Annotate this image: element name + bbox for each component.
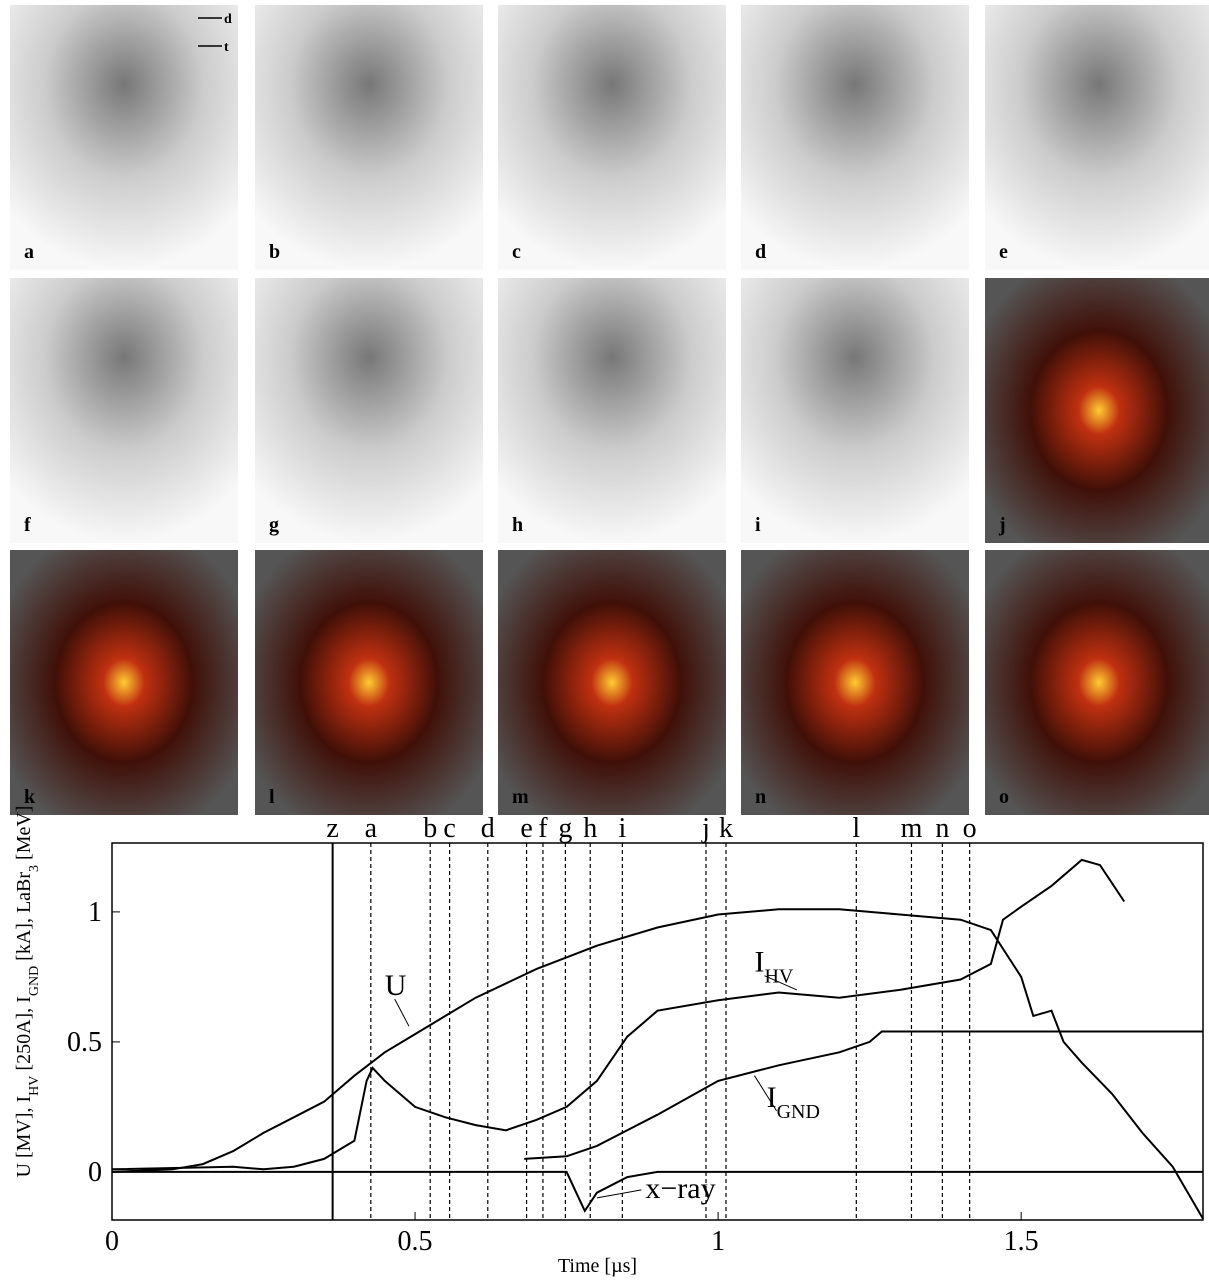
label-arrow bbox=[596, 1189, 642, 1199]
event-label: h bbox=[583, 813, 597, 844]
y-axis-label-part: [MeV] bbox=[13, 806, 35, 865]
series-label: U bbox=[385, 969, 407, 1002]
event-label: o bbox=[963, 813, 977, 844]
event-label: c bbox=[443, 813, 455, 844]
image-panel bbox=[498, 550, 726, 815]
event-label: a bbox=[365, 813, 378, 844]
y-tick-label: 0 bbox=[88, 1157, 102, 1188]
panel-label: a bbox=[24, 241, 34, 263]
image-panel bbox=[498, 278, 726, 543]
image-panel bbox=[10, 5, 238, 270]
image-panel bbox=[741, 278, 969, 543]
x-tick-label: 0 bbox=[105, 1226, 119, 1257]
event-label: i bbox=[618, 813, 626, 844]
panel-label: o bbox=[999, 786, 1009, 808]
panel-label: k bbox=[24, 786, 36, 808]
y-axis-label-part: [250A], I bbox=[13, 996, 35, 1075]
series-label: x−ray bbox=[645, 1172, 715, 1205]
image-panel bbox=[10, 278, 238, 543]
series-label-name: I bbox=[754, 946, 764, 979]
event-label: e bbox=[520, 813, 532, 844]
image-panel bbox=[255, 550, 483, 815]
panel-label: b bbox=[269, 241, 280, 263]
panel-label: j bbox=[998, 514, 1006, 536]
series-label-name: I bbox=[767, 1081, 777, 1114]
event-label: d bbox=[481, 813, 495, 844]
x-tick-label: 0.5 bbox=[398, 1226, 433, 1257]
series-line bbox=[111, 908, 1204, 1220]
panel-label: i bbox=[755, 514, 761, 536]
arrow-label: d bbox=[224, 12, 232, 27]
label-arrow bbox=[754, 1075, 778, 1112]
label-arrow bbox=[764, 975, 798, 991]
image-panel bbox=[10, 550, 238, 815]
y-axis-label-part: GND bbox=[27, 966, 42, 996]
event-label: f bbox=[538, 813, 548, 844]
x-tick-label: 1 bbox=[711, 1226, 725, 1257]
panel-label: d bbox=[755, 241, 766, 263]
image-panel bbox=[985, 5, 1209, 270]
y-tick-label: 1 bbox=[88, 897, 102, 928]
event-label: b bbox=[423, 813, 437, 844]
y-axis-label: U [MV], IHV [250A], IGND [kA], LaBr3 [Me… bbox=[13, 806, 42, 1178]
series-line bbox=[524, 1030, 1203, 1160]
image-panel bbox=[741, 550, 969, 815]
x-axis-label: Time [µs] bbox=[558, 1255, 637, 1277]
y-axis-label-part: 3 bbox=[27, 865, 42, 872]
panel-label: h bbox=[512, 514, 523, 536]
series-label: IGND bbox=[767, 1081, 820, 1123]
event-label: l bbox=[852, 813, 860, 844]
image-panel bbox=[985, 278, 1209, 543]
y-axis-label-part: U [MV], I bbox=[13, 1096, 35, 1178]
image-panel bbox=[255, 278, 483, 543]
event-label: g bbox=[558, 813, 572, 844]
event-label: k bbox=[719, 813, 733, 844]
series-label-name: U bbox=[385, 969, 407, 1002]
y-axis-label-part: HV bbox=[27, 1076, 42, 1096]
panel-label: l bbox=[269, 786, 275, 808]
image-panel bbox=[741, 5, 969, 270]
panel-label: n bbox=[755, 786, 766, 808]
series-label: IHV bbox=[754, 946, 793, 988]
series-label-name: x−ray bbox=[645, 1172, 715, 1205]
arrow-label: t bbox=[224, 40, 229, 55]
series-label-sub: HV bbox=[764, 966, 793, 988]
panel-label: m bbox=[512, 786, 529, 808]
y-axis-label-part: [kA], LaBr bbox=[13, 872, 35, 966]
panel-label: e bbox=[999, 241, 1008, 263]
event-label: m bbox=[901, 813, 923, 844]
panel-label: c bbox=[512, 241, 521, 263]
event-label: j bbox=[701, 813, 710, 844]
series-line bbox=[112, 1170, 1203, 1213]
panel-label: f bbox=[24, 514, 31, 536]
panel-label: g bbox=[269, 514, 279, 536]
image-panel bbox=[985, 550, 1209, 815]
image-panel bbox=[255, 5, 483, 270]
series-label-sub: GND bbox=[777, 1101, 820, 1123]
y-tick-label: 0.5 bbox=[67, 1027, 102, 1058]
label-arrow bbox=[394, 998, 410, 1027]
series-line bbox=[111, 858, 1126, 1171]
image-panel bbox=[498, 5, 726, 270]
x-tick-label: 1.5 bbox=[1004, 1226, 1039, 1257]
event-label: z bbox=[326, 813, 338, 844]
event-label: n bbox=[935, 813, 949, 844]
